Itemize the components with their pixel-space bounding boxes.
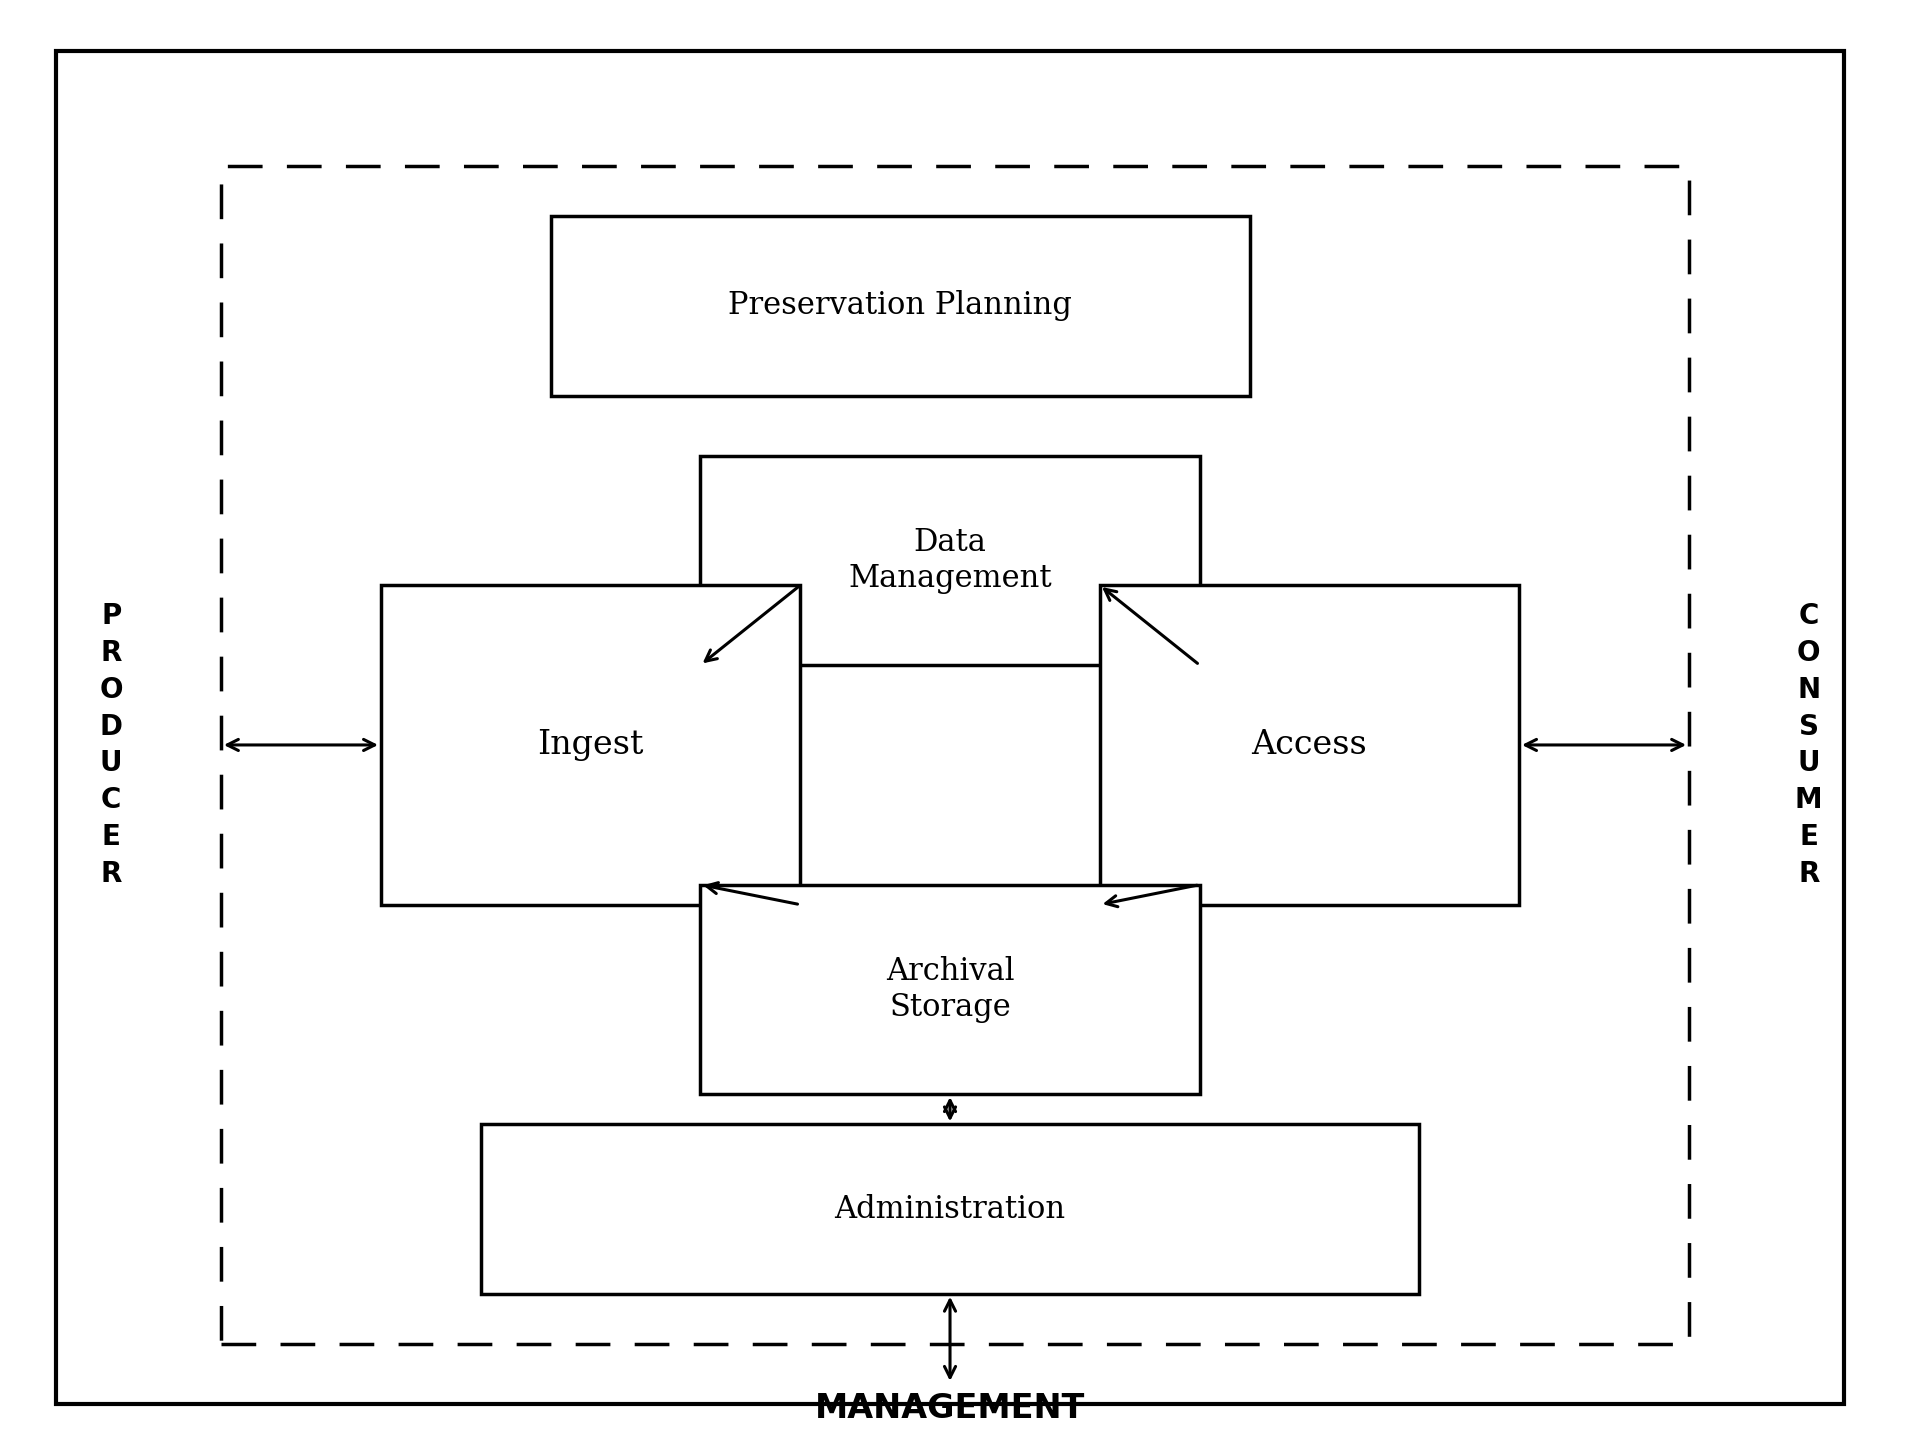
Text: Data
Management: Data Management xyxy=(848,527,1051,594)
Bar xyxy=(381,585,800,905)
Text: C
O
N
S
U
M
E
R: C O N S U M E R xyxy=(1795,603,1822,887)
FancyArrowPatch shape xyxy=(705,587,798,662)
FancyArrowPatch shape xyxy=(944,1101,955,1118)
FancyArrowPatch shape xyxy=(1105,590,1197,663)
Text: Access: Access xyxy=(1251,728,1367,762)
FancyArrowPatch shape xyxy=(227,740,375,750)
Bar xyxy=(480,1124,1418,1293)
FancyArrowPatch shape xyxy=(1105,886,1197,906)
FancyArrowPatch shape xyxy=(944,1300,955,1377)
Text: Ingest: Ingest xyxy=(538,728,644,762)
FancyArrowPatch shape xyxy=(1526,740,1684,750)
Bar xyxy=(1099,585,1518,905)
Bar xyxy=(700,455,1199,665)
Bar xyxy=(700,884,1199,1094)
Text: P
R
O
D
U
C
E
R: P R O D U C E R xyxy=(100,603,123,887)
Text: Administration: Administration xyxy=(834,1194,1065,1224)
Text: Archival
Storage: Archival Storage xyxy=(886,957,1015,1023)
Bar xyxy=(550,215,1249,396)
Bar xyxy=(221,166,1689,1344)
Text: MANAGEMENT: MANAGEMENT xyxy=(815,1392,1086,1425)
FancyArrowPatch shape xyxy=(707,883,798,905)
Text: Preservation Planning: Preservation Planning xyxy=(728,290,1072,321)
